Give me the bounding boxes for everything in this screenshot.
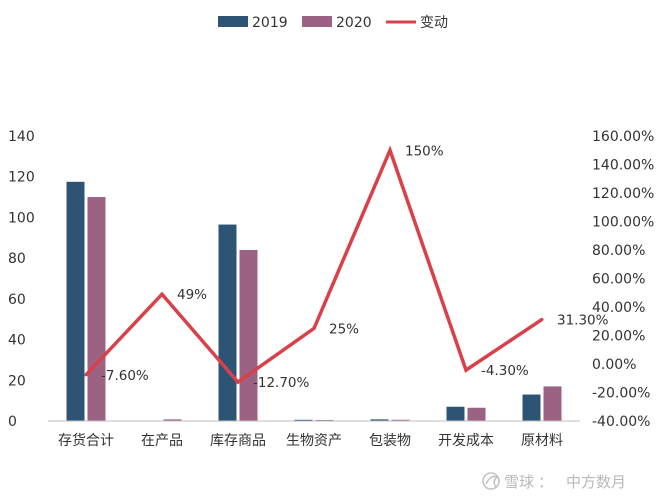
bar-2019 bbox=[294, 419, 313, 421]
category-label: 开发成本 bbox=[438, 433, 494, 449]
bar-2020 bbox=[163, 419, 182, 421]
left-tick-label: 80 bbox=[8, 251, 26, 267]
line-变动 bbox=[84, 145, 543, 385]
line-data-label: 150% bbox=[405, 143, 444, 159]
line-data-label: -12.70% bbox=[253, 375, 310, 391]
bar-2020 bbox=[543, 386, 562, 421]
right-tick-label: -40.00% bbox=[592, 414, 650, 430]
right-tick-label: 140.00% bbox=[592, 158, 654, 174]
legend-item: 2020 bbox=[302, 15, 372, 31]
bar-2019 bbox=[446, 406, 465, 421]
line-point bbox=[540, 317, 544, 321]
left-tick-label: 140 bbox=[8, 129, 35, 145]
left-tick-label: 120 bbox=[8, 170, 35, 186]
right-tick-label: 40.00% bbox=[592, 300, 645, 316]
category-label: 原材料 bbox=[521, 433, 563, 449]
left-tick-label: 40 bbox=[8, 333, 26, 349]
line-point bbox=[312, 326, 316, 330]
bar-2019 bbox=[522, 394, 541, 421]
right-tick-label: 160.00% bbox=[592, 129, 654, 145]
left-tick-label: 60 bbox=[8, 292, 26, 308]
right-tick-label: 80.00% bbox=[592, 243, 645, 259]
watermark-separator: ： bbox=[538, 473, 553, 491]
bar-2019 bbox=[370, 419, 389, 421]
bar-2020 bbox=[467, 407, 486, 421]
right-tick-label: 100.00% bbox=[592, 215, 654, 231]
bar-2020 bbox=[391, 419, 410, 421]
legend-item: 2019 bbox=[218, 15, 288, 31]
bar-2020 bbox=[87, 197, 106, 421]
category-label: 存货合计 bbox=[58, 432, 114, 449]
category-label: 在产品 bbox=[141, 433, 183, 449]
left-tick-label: 20 bbox=[8, 373, 26, 389]
left-tick-label: 100 bbox=[8, 210, 35, 226]
watermark: 雪球 ： 中方数月 bbox=[482, 472, 626, 491]
right-y-axis: -40.00% -20.00% 0.00% 20.00% 40.00% 60.00% 80.… bbox=[592, 129, 654, 430]
right-tick-label: -20.00% bbox=[592, 386, 650, 402]
legend-label: 2019 bbox=[252, 15, 288, 31]
x-axis-categories: 存货合计 在产品 库存商品 生物资产 包装物 开发成本 原材料 bbox=[58, 432, 563, 449]
category-label: 生物资产 bbox=[286, 433, 342, 449]
watermark-author: 中方数月 bbox=[566, 473, 626, 491]
bar-series bbox=[66, 181, 562, 421]
right-tick-label: 120.00% bbox=[592, 186, 654, 202]
legend-label: 变动 bbox=[420, 15, 448, 31]
line-point bbox=[160, 292, 164, 296]
change-line-series: -7.60% 49% -12.70% 25% 150% -4.30% 31.30% bbox=[84, 143, 609, 391]
bar-2020 bbox=[315, 419, 334, 421]
line-point bbox=[464, 368, 468, 372]
legend-swatch bbox=[218, 16, 248, 27]
bar-2019 bbox=[66, 181, 85, 421]
category-label: 库存商品 bbox=[210, 433, 266, 449]
legend-swatch bbox=[302, 16, 332, 27]
line-point bbox=[236, 380, 240, 384]
snowball-logo-icon bbox=[482, 472, 500, 490]
legend-item: 变动 bbox=[386, 15, 448, 31]
line-point bbox=[84, 373, 88, 377]
legend-label: 2020 bbox=[336, 15, 372, 31]
right-tick-label: 0.00% bbox=[592, 357, 636, 373]
line-data-label: 31.30% bbox=[557, 312, 609, 328]
line-data-label: -7.60% bbox=[101, 368, 149, 384]
bar-2019 bbox=[218, 224, 237, 421]
category-label: 包装物 bbox=[369, 433, 411, 449]
line-point bbox=[388, 148, 392, 152]
legend: 2019 2020 变动 bbox=[218, 15, 448, 31]
left-tick-label: 0 bbox=[8, 414, 17, 430]
line-data-label: 25% bbox=[329, 321, 359, 337]
watermark-brand: 雪球 bbox=[504, 473, 534, 491]
line-data-label: -4.30% bbox=[481, 363, 529, 379]
right-tick-label: 60.00% bbox=[592, 272, 645, 288]
line-data-label: 49% bbox=[177, 287, 207, 303]
left-y-axis: 0 20 40 60 80 100 120 140 bbox=[8, 129, 35, 430]
bar-2020 bbox=[239, 250, 258, 421]
right-tick-label: 20.00% bbox=[592, 329, 645, 345]
